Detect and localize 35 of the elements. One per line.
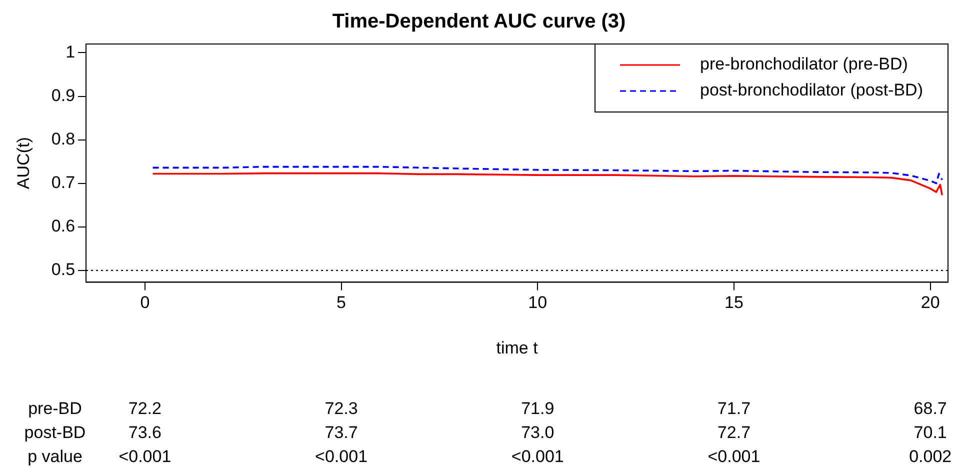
- text: 72.7: [717, 422, 751, 442]
- text: 72.2: [128, 398, 162, 418]
- text: 68.7: [914, 398, 947, 418]
- x-tick-label: 0: [140, 293, 150, 312]
- text: 72.3: [324, 398, 358, 418]
- chart-title: Time-Dependent AUC curve (3): [332, 10, 626, 33]
- text: 70.1: [914, 422, 947, 442]
- text: pre-BD: [28, 398, 82, 418]
- line-series: [152, 166, 944, 184]
- y-tick-label: 0.8: [51, 129, 76, 148]
- y-tick-label: 0.6: [51, 216, 76, 236]
- y-tick-label: 0.9: [51, 86, 76, 105]
- text: <0.001: [315, 446, 368, 466]
- x-tick-label: 10: [528, 293, 548, 312]
- y-tick-label: 1: [66, 42, 76, 62]
- y-tick-label: 0.7: [51, 173, 76, 192]
- text: post-BD: [24, 422, 86, 442]
- text: <0.001: [118, 446, 172, 466]
- x-axis-title: time t: [496, 338, 538, 358]
- text: <0.001: [708, 446, 760, 466]
- y-tick-label: 0.5: [51, 260, 76, 280]
- legend-label: post-bronchodilator (post-BD): [700, 80, 923, 100]
- text: 73.7: [324, 422, 358, 442]
- text: 73.6: [128, 422, 162, 442]
- y-axis-title: AUC(t): [14, 137, 33, 190]
- text: 73.0: [521, 422, 554, 442]
- x-tick-label: 20: [920, 293, 940, 312]
- text: 71.7: [717, 398, 751, 418]
- legend-label: pre-bronchodilator (pre-BD): [700, 54, 908, 74]
- text: 0.002: [909, 446, 952, 466]
- text: <0.001: [511, 446, 564, 466]
- x-tick-label: 5: [336, 293, 346, 312]
- x-tick-label: 15: [724, 293, 744, 312]
- text: p value: [28, 446, 82, 466]
- text: 71.9: [521, 398, 554, 418]
